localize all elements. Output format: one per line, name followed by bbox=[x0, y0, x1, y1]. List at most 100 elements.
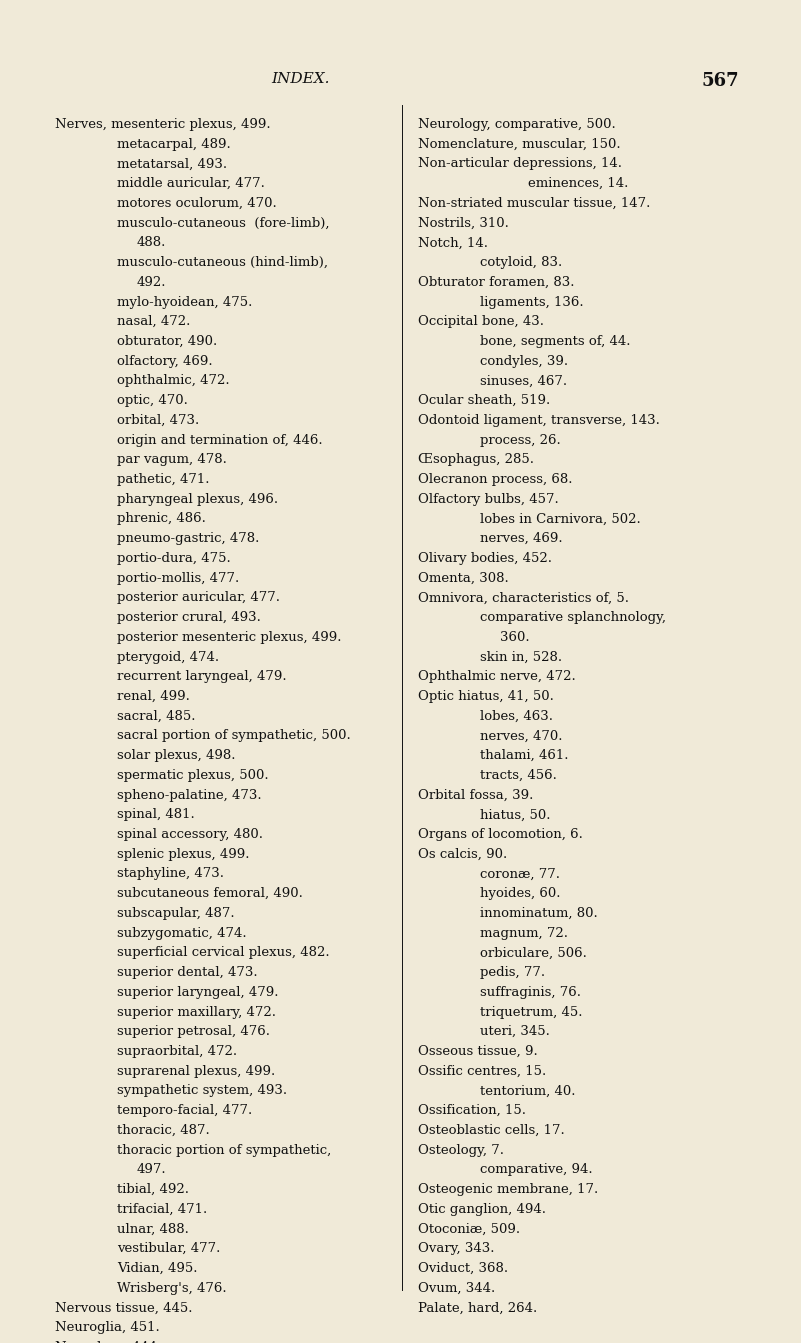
Text: orbital, 473.: orbital, 473. bbox=[117, 414, 199, 427]
Text: pterygoid, 474.: pterygoid, 474. bbox=[117, 650, 219, 663]
Text: process, 26.: process, 26. bbox=[480, 434, 561, 447]
Text: pharyngeal plexus, 496.: pharyngeal plexus, 496. bbox=[117, 493, 278, 506]
Text: obturator, 490.: obturator, 490. bbox=[117, 334, 217, 348]
Text: ulnar, 488.: ulnar, 488. bbox=[117, 1222, 189, 1236]
Text: sacral portion of sympathetic, 500.: sacral portion of sympathetic, 500. bbox=[117, 729, 351, 743]
Text: portio-dura, 475.: portio-dura, 475. bbox=[117, 552, 231, 565]
Text: portio-mollis, 477.: portio-mollis, 477. bbox=[117, 572, 239, 584]
Text: phrenic, 486.: phrenic, 486. bbox=[117, 513, 206, 525]
Text: superior laryngeal, 479.: superior laryngeal, 479. bbox=[117, 986, 279, 999]
Text: superior dental, 473.: superior dental, 473. bbox=[117, 966, 258, 979]
Text: suffraginis, 76.: suffraginis, 76. bbox=[480, 986, 581, 999]
Text: posterior auricular, 477.: posterior auricular, 477. bbox=[117, 591, 280, 604]
Text: ophthalmic, 472.: ophthalmic, 472. bbox=[117, 375, 230, 387]
Text: 492.: 492. bbox=[137, 275, 167, 289]
Text: nasal, 472.: nasal, 472. bbox=[117, 316, 191, 328]
Text: par vagum, 478.: par vagum, 478. bbox=[117, 454, 227, 466]
Text: posterior crural, 493.: posterior crural, 493. bbox=[117, 611, 261, 624]
Text: staphyline, 473.: staphyline, 473. bbox=[117, 868, 224, 881]
Text: thoracic portion of sympathetic,: thoracic portion of sympathetic, bbox=[117, 1143, 332, 1156]
Text: posterior mesenteric plexus, 499.: posterior mesenteric plexus, 499. bbox=[117, 631, 341, 643]
Text: musculo-cutaneous (hind-limb),: musculo-cutaneous (hind-limb), bbox=[117, 257, 328, 269]
Text: spinal, 481.: spinal, 481. bbox=[117, 808, 195, 822]
Text: triquetrum, 45.: triquetrum, 45. bbox=[480, 1006, 582, 1018]
Text: INDEX.: INDEX. bbox=[271, 73, 329, 86]
Text: Osteology, 7.: Osteology, 7. bbox=[418, 1143, 504, 1156]
Text: ligaments, 136.: ligaments, 136. bbox=[480, 295, 584, 309]
Text: Omnivora, characteristics of, 5.: Omnivora, characteristics of, 5. bbox=[418, 591, 629, 604]
Text: Olivary bodies, 452.: Olivary bodies, 452. bbox=[418, 552, 552, 565]
Text: Obturator foramen, 83.: Obturator foramen, 83. bbox=[418, 275, 574, 289]
Text: uteri, 345.: uteri, 345. bbox=[480, 1025, 549, 1038]
Text: Nerves, mesenteric plexus, 499.: Nerves, mesenteric plexus, 499. bbox=[55, 118, 271, 132]
Text: Occipital bone, 43.: Occipital bone, 43. bbox=[418, 316, 544, 328]
Text: Non-articular depressions, 14.: Non-articular depressions, 14. bbox=[418, 157, 622, 171]
Text: supraorbital, 472.: supraorbital, 472. bbox=[117, 1045, 237, 1058]
Text: vestibular, 477.: vestibular, 477. bbox=[117, 1242, 220, 1256]
Text: trifacial, 471.: trifacial, 471. bbox=[117, 1203, 207, 1215]
Text: tibial, 492.: tibial, 492. bbox=[117, 1183, 189, 1197]
Text: coronæ, 77.: coronæ, 77. bbox=[480, 868, 560, 881]
Text: Orbital fossa, 39.: Orbital fossa, 39. bbox=[418, 788, 533, 802]
Text: 497.: 497. bbox=[137, 1163, 167, 1176]
Text: Osteogenic membrane, 17.: Osteogenic membrane, 17. bbox=[418, 1183, 598, 1197]
Text: Non-striated muscular tissue, 147.: Non-striated muscular tissue, 147. bbox=[418, 197, 650, 210]
Text: Nostrils, 310.: Nostrils, 310. bbox=[418, 216, 509, 230]
Text: Otoconiæ, 509.: Otoconiæ, 509. bbox=[418, 1222, 520, 1236]
Text: tracts, 456.: tracts, 456. bbox=[480, 768, 557, 782]
Text: 567: 567 bbox=[701, 73, 739, 90]
Text: Olecranon process, 68.: Olecranon process, 68. bbox=[418, 473, 573, 486]
Text: Neurology, 444.: Neurology, 444. bbox=[55, 1340, 161, 1343]
Text: Optic hiatus, 41, 50.: Optic hiatus, 41, 50. bbox=[418, 690, 553, 702]
Text: Ovary, 343.: Ovary, 343. bbox=[418, 1242, 494, 1256]
Text: Ovum, 344.: Ovum, 344. bbox=[418, 1281, 495, 1295]
Text: optic, 470.: optic, 470. bbox=[117, 393, 188, 407]
Text: pedis, 77.: pedis, 77. bbox=[480, 966, 545, 979]
Text: hyoides, 60.: hyoides, 60. bbox=[480, 888, 561, 900]
Text: temporo-facial, 477.: temporo-facial, 477. bbox=[117, 1104, 252, 1117]
Text: Oviduct, 368.: Oviduct, 368. bbox=[418, 1262, 508, 1275]
Text: musculo-cutaneous  (fore-limb),: musculo-cutaneous (fore-limb), bbox=[117, 216, 329, 230]
Text: Ocular sheath, 519.: Ocular sheath, 519. bbox=[418, 393, 550, 407]
Text: Ossification, 15.: Ossification, 15. bbox=[418, 1104, 526, 1117]
Text: pneumo-gastric, 478.: pneumo-gastric, 478. bbox=[117, 532, 260, 545]
Text: Otic ganglion, 494.: Otic ganglion, 494. bbox=[418, 1203, 546, 1215]
Text: sacral, 485.: sacral, 485. bbox=[117, 709, 195, 723]
Text: subzygomatic, 474.: subzygomatic, 474. bbox=[117, 927, 247, 940]
Text: Wrisberg's, 476.: Wrisberg's, 476. bbox=[117, 1281, 227, 1295]
Text: renal, 499.: renal, 499. bbox=[117, 690, 190, 702]
Text: superior petrosal, 476.: superior petrosal, 476. bbox=[117, 1025, 270, 1038]
Text: Ossific centres, 15.: Ossific centres, 15. bbox=[418, 1065, 546, 1077]
Text: Œsophagus, 285.: Œsophagus, 285. bbox=[418, 454, 534, 466]
Text: solar plexus, 498.: solar plexus, 498. bbox=[117, 749, 235, 761]
Text: superficial cervical plexus, 482.: superficial cervical plexus, 482. bbox=[117, 947, 330, 959]
Text: innominatum, 80.: innominatum, 80. bbox=[480, 907, 598, 920]
Text: pathetic, 471.: pathetic, 471. bbox=[117, 473, 210, 486]
Text: Notch, 14.: Notch, 14. bbox=[418, 236, 488, 250]
Text: superior maxillary, 472.: superior maxillary, 472. bbox=[117, 1006, 276, 1018]
Text: eminences, 14.: eminences, 14. bbox=[528, 177, 628, 191]
Text: spinal accessory, 480.: spinal accessory, 480. bbox=[117, 829, 263, 841]
Text: Nervous tissue, 445.: Nervous tissue, 445. bbox=[55, 1301, 192, 1315]
Text: magnum, 72.: magnum, 72. bbox=[480, 927, 568, 940]
Text: olfactory, 469.: olfactory, 469. bbox=[117, 355, 212, 368]
Text: Organs of locomotion, 6.: Organs of locomotion, 6. bbox=[418, 829, 583, 841]
Text: recurrent laryngeal, 479.: recurrent laryngeal, 479. bbox=[117, 670, 287, 684]
Text: nerves, 469.: nerves, 469. bbox=[480, 532, 562, 545]
Text: skin in, 528.: skin in, 528. bbox=[480, 650, 562, 663]
Text: motores oculorum, 470.: motores oculorum, 470. bbox=[117, 197, 277, 210]
Text: Omenta, 308.: Omenta, 308. bbox=[418, 572, 509, 584]
Text: Odontoid ligament, transverse, 143.: Odontoid ligament, transverse, 143. bbox=[418, 414, 660, 427]
Text: Vidian, 495.: Vidian, 495. bbox=[117, 1262, 198, 1275]
Text: lobes in Carnivora, 502.: lobes in Carnivora, 502. bbox=[480, 513, 641, 525]
Text: tentorium, 40.: tentorium, 40. bbox=[480, 1084, 575, 1097]
Text: Palate, hard, 264.: Palate, hard, 264. bbox=[418, 1301, 537, 1315]
Text: condyles, 39.: condyles, 39. bbox=[480, 355, 568, 368]
Text: metatarsal, 493.: metatarsal, 493. bbox=[117, 157, 227, 171]
Text: spermatic plexus, 500.: spermatic plexus, 500. bbox=[117, 768, 268, 782]
Text: suprarenal plexus, 499.: suprarenal plexus, 499. bbox=[117, 1065, 276, 1077]
Text: bone, segments of, 44.: bone, segments of, 44. bbox=[480, 334, 630, 348]
Text: splenic plexus, 499.: splenic plexus, 499. bbox=[117, 847, 249, 861]
Text: Neuroglia, 451.: Neuroglia, 451. bbox=[55, 1322, 159, 1334]
Text: spheno-palatine, 473.: spheno-palatine, 473. bbox=[117, 788, 262, 802]
